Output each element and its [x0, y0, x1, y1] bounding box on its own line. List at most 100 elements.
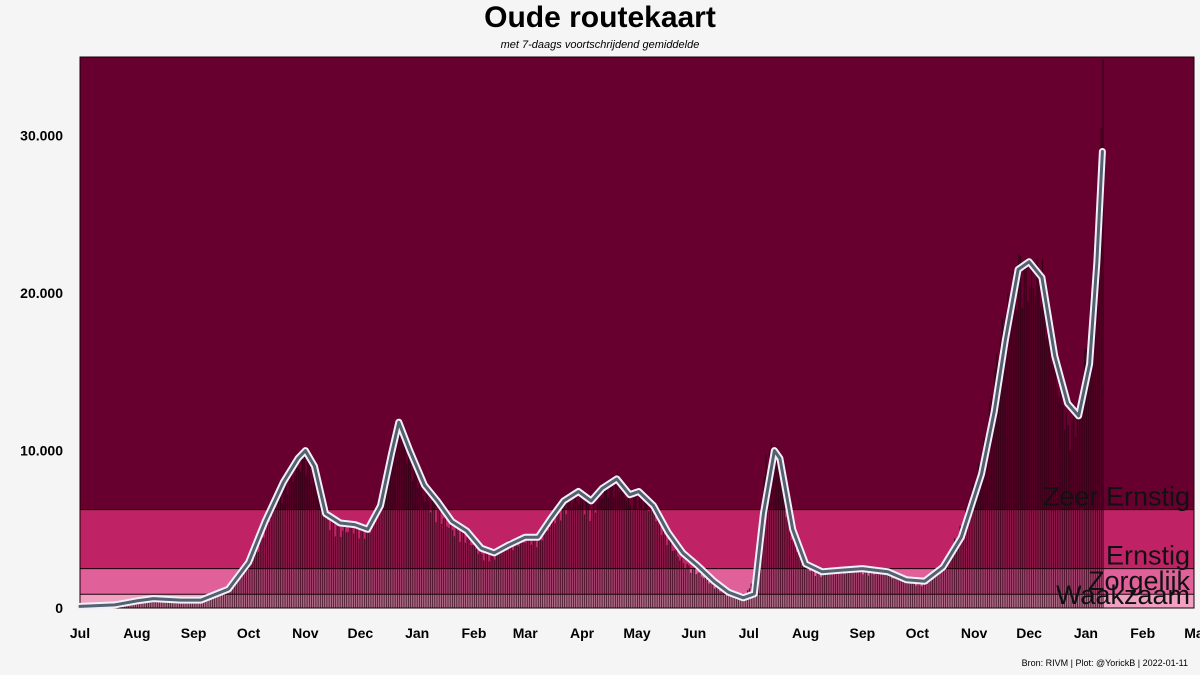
daily-bar	[543, 531, 545, 608]
daily-bar	[266, 517, 269, 608]
daily-bar	[701, 576, 703, 608]
daily-bar	[1100, 128, 1102, 608]
daily-bar	[525, 542, 527, 608]
daily-bar	[710, 581, 712, 608]
daily-bar	[527, 535, 529, 608]
daily-bar	[391, 443, 393, 608]
daily-bar	[367, 529, 369, 608]
daily-bar	[318, 493, 320, 608]
daily-bar	[156, 600, 159, 608]
daily-bar	[922, 583, 925, 608]
daily-bar	[1063, 429, 1066, 608]
daily-bar	[622, 481, 624, 608]
daily-bar	[961, 526, 963, 608]
daily-bar	[303, 454, 305, 608]
daily-bar	[607, 497, 609, 608]
daily-bar	[856, 572, 859, 608]
daily-bar	[283, 483, 285, 608]
daily-bar	[708, 583, 710, 608]
daily-bar	[439, 509, 441, 608]
daily-bar	[189, 600, 192, 608]
daily-bar	[834, 568, 837, 608]
daily-bar	[963, 528, 965, 608]
daily-bar	[338, 525, 340, 608]
daily-bar	[933, 577, 936, 608]
daily-bar	[287, 494, 289, 608]
daily-bar	[516, 538, 518, 608]
daily-bar	[387, 483, 390, 608]
daily-bar	[1003, 341, 1005, 608]
daily-bar	[334, 536, 336, 608]
daily-bar	[1054, 356, 1057, 608]
daily-bar	[721, 590, 723, 608]
daily-bar	[145, 600, 148, 608]
daily-bar	[538, 536, 540, 608]
daily-bar	[695, 574, 697, 608]
daily-bar	[900, 576, 903, 608]
daily-bar	[831, 571, 833, 608]
daily-bar	[688, 565, 690, 608]
daily-bar	[131, 602, 133, 608]
daily-bar	[358, 538, 360, 608]
daily-bar	[428, 500, 430, 608]
daily-bar	[902, 580, 904, 608]
daily-bar	[374, 516, 377, 608]
daily-bar	[741, 598, 743, 608]
x-tick-label: Oct	[906, 625, 930, 641]
daily-bar	[1082, 388, 1084, 608]
x-tick-label: Sep	[850, 625, 876, 641]
daily-bar	[983, 438, 985, 608]
daily-bar	[800, 554, 802, 608]
daily-bar	[393, 454, 395, 608]
daily-bar	[178, 601, 181, 608]
x-tick-label: Jun	[681, 625, 706, 641]
daily-bar	[133, 603, 135, 608]
daily-bar	[354, 522, 357, 608]
daily-bar	[494, 559, 496, 608]
x-tick-label: Jul	[739, 625, 759, 641]
daily-bar	[321, 508, 324, 608]
daily-bar	[475, 549, 478, 608]
daily-bar	[429, 512, 432, 608]
daily-bar	[1102, 59, 1104, 609]
daily-bar	[647, 511, 650, 608]
band-label: Ernstig	[1106, 541, 1190, 571]
daily-bar	[254, 549, 256, 608]
daily-bar	[737, 599, 740, 608]
daily-bar	[327, 520, 329, 608]
daily-bar	[891, 578, 893, 608]
daily-bar	[576, 501, 578, 608]
daily-bar	[268, 521, 270, 608]
daily-bar	[589, 521, 591, 608]
daily-bar	[197, 599, 199, 608]
daily-bar	[889, 572, 892, 608]
daily-bar	[1041, 259, 1044, 608]
daily-bar	[796, 551, 798, 608]
daily-bar	[713, 588, 716, 608]
daily-bar	[140, 600, 142, 608]
daily-bar	[845, 569, 848, 608]
daily-bar	[1018, 253, 1020, 609]
daily-bar	[948, 551, 950, 608]
daily-bar	[413, 466, 415, 608]
daily-bar	[567, 501, 569, 608]
daily-bar	[772, 459, 774, 608]
daily-bar	[1027, 300, 1029, 608]
daily-bar	[481, 553, 483, 608]
daily-bar	[919, 582, 921, 608]
daily-bar	[558, 510, 560, 608]
daily-bar	[565, 514, 567, 608]
daily-bar	[613, 497, 615, 608]
daily-bar	[875, 571, 877, 608]
daily-bar	[406, 463, 408, 608]
daily-bar	[149, 599, 151, 608]
daily-bar	[503, 544, 505, 608]
daily-bar	[323, 517, 325, 608]
daily-bar	[314, 471, 316, 608]
daily-bar	[840, 567, 842, 608]
daily-bar	[931, 577, 934, 608]
daily-bar	[910, 583, 912, 608]
daily-bar	[1038, 274, 1040, 608]
daily-bar	[431, 500, 434, 608]
daily-bar	[957, 538, 959, 608]
